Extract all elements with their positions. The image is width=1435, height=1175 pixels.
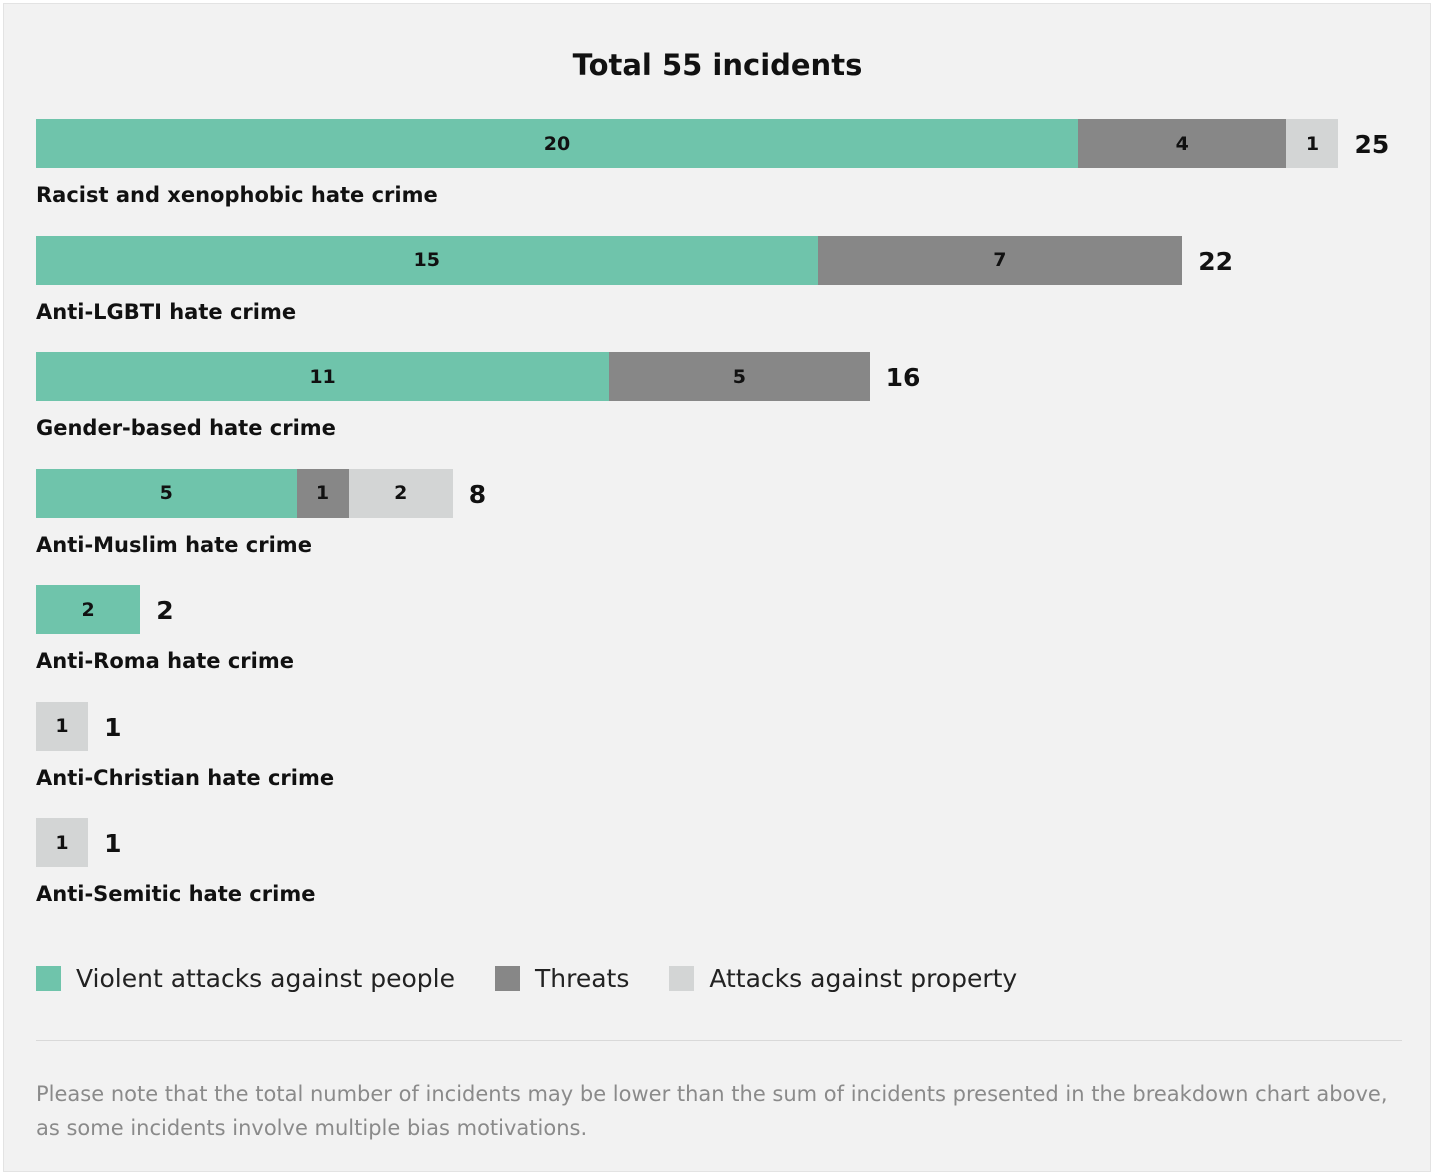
bar-segment-property: 1: [36, 818, 89, 867]
bar-segment-violent: 2: [36, 585, 141, 634]
data-label: 1: [315, 482, 330, 504]
legend-swatch-threats: [494, 966, 520, 991]
bar-segment-violent: 5: [36, 468, 297, 518]
bar-segment-violent: 15: [36, 235, 818, 285]
data-label: 1: [1305, 132, 1320, 155]
data-label: 2: [394, 482, 408, 504]
bar-segment-threats: 1: [296, 468, 349, 518]
data-label: 4: [1175, 132, 1189, 155]
bar-total-label: 1: [104, 712, 122, 742]
legend-item-violent: Violent attacks against people: [36, 964, 455, 993]
legend-label-violent: Violent attacks against people: [76, 964, 455, 993]
category-label: Anti-LGBTI hate crime: [36, 299, 297, 324]
data-label: 1: [55, 831, 69, 854]
category-label: Anti-Semitic hate crime: [36, 882, 316, 906]
category-label: Anti-Muslim hate crime: [36, 532, 312, 557]
data-label: 5: [732, 365, 746, 388]
bar-segment-threats: 7: [817, 235, 1183, 285]
bar-total-label: 2: [156, 596, 174, 625]
category-label: Anti-Roma hate crime: [36, 649, 294, 673]
legend-item-property: Attacks against property: [669, 964, 1017, 993]
data-label: 7: [993, 249, 1007, 271]
data-label: 1: [55, 715, 69, 737]
legend-label-property: Attacks against property: [709, 964, 1018, 993]
category-label: Gender-based hate crime: [36, 416, 336, 440]
bar-segment-threats: 4: [1078, 119, 1287, 168]
bar-segment-violent: 20: [36, 119, 1078, 168]
chart-legend: Violent attacks against people Threats A…: [36, 964, 1057, 993]
chart-title: Total 55 incidents: [572, 48, 863, 82]
bar-total-label: 1: [104, 829, 122, 858]
category-label: Racist and xenophobic hate crime: [36, 183, 438, 207]
divider: [36, 1040, 1402, 1041]
chart-card: [3, 3, 1431, 1172]
legend-swatch-property: [669, 966, 695, 991]
data-label: 5: [159, 482, 173, 504]
bar-segment-property: 2: [348, 468, 453, 518]
bar-segment-threats: 5: [609, 352, 870, 401]
bar-segment-property: 1: [36, 701, 89, 751]
legend-label-threats: Threats: [534, 964, 630, 993]
legend-swatch-violent: [36, 966, 61, 991]
bar-total-label: 8: [468, 479, 487, 509]
legend-item-threats: Threats: [494, 964, 630, 993]
bar-total-label: 25: [1354, 130, 1390, 159]
bar-segment-property: 1: [1286, 119, 1339, 168]
category-label: Anti-Christian hate crime: [36, 765, 335, 790]
data-label: 2: [81, 598, 95, 621]
data-label: 15: [413, 249, 440, 271]
data-label: 20: [543, 132, 571, 155]
footnote: Please note that the total number of inc…: [36, 1082, 1388, 1140]
bar-total-label: 16: [885, 363, 921, 392]
stacked-bar-chart: 20 4 1 25 Racist and xenophobic hate crime 15…: [36, 119, 1390, 906]
bar-segment-violent: 11: [36, 352, 610, 401]
bar-total-label: 22: [1198, 246, 1233, 276]
data-label: 11: [309, 365, 336, 388]
